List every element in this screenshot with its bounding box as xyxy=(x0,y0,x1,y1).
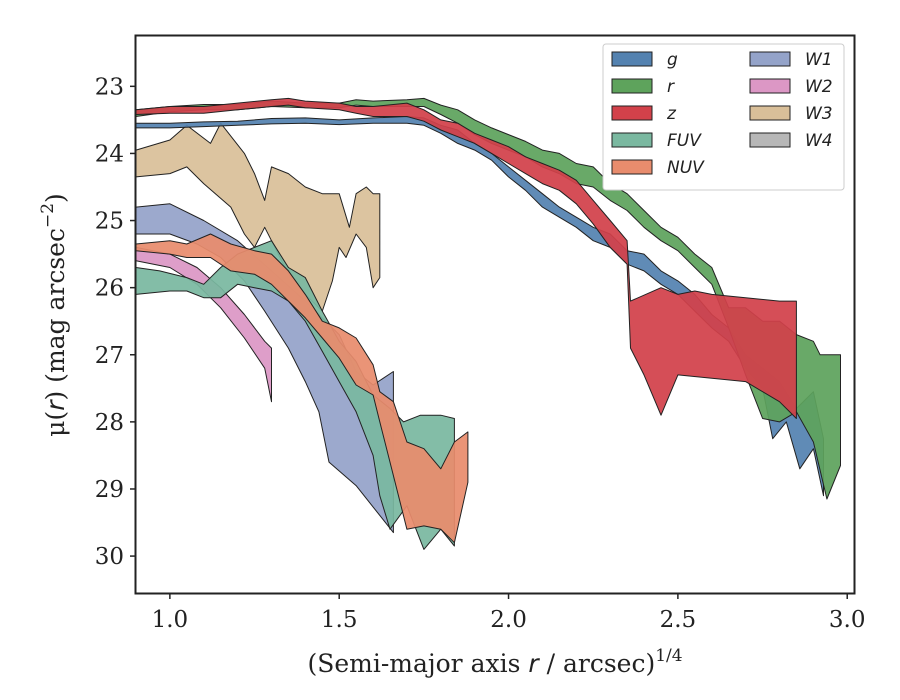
x-tick-label: 2.5 xyxy=(660,607,697,633)
y-axis-label: μ(r) (mag arcsec−2) xyxy=(38,193,70,437)
band-z xyxy=(135,97,797,419)
legend-label-w1: W1 xyxy=(805,50,833,70)
legend-label-g: g xyxy=(667,50,678,70)
y-tick-label: 28 xyxy=(95,410,124,436)
legend-swatch-g xyxy=(611,51,653,67)
legend-label-nuv: NUV xyxy=(667,158,705,178)
legend-label-fuv: FUV xyxy=(667,131,702,151)
y-tick-label: 29 xyxy=(95,477,124,503)
series-bands xyxy=(135,97,841,550)
x-axis: 1.0 1.5 2.0 2.5 3.0 xyxy=(152,593,866,633)
legend-label-w3: W3 xyxy=(805,104,833,124)
y-tick-label: 23 xyxy=(95,74,124,100)
legend-swatch-w1 xyxy=(749,51,791,67)
legend-label-w4: W4 xyxy=(805,131,833,151)
x-tick-label: 2.0 xyxy=(490,607,527,633)
x-tick-label: 3.0 xyxy=(829,607,866,633)
band-r xyxy=(135,97,841,500)
plot-frame xyxy=(134,34,856,595)
band-w3 xyxy=(135,122,381,312)
x-tick-label: 1.5 xyxy=(321,607,358,633)
x-axis-label: (Semi-major axis r / arcsec)1/4 xyxy=(307,646,682,678)
legend-label-r: r xyxy=(667,77,675,97)
band-nuv xyxy=(135,233,469,544)
band-w2 xyxy=(135,246,272,403)
y-tick-label: 25 xyxy=(95,209,124,235)
legend-swatch-nuv xyxy=(611,159,653,175)
y-tick-label: 27 xyxy=(95,343,124,369)
legend-swatch-w4 xyxy=(749,132,791,148)
y-tick-label: 30 xyxy=(95,544,124,570)
y-axis: 23 24 25 26 27 28 29 30 xyxy=(95,74,136,570)
y-tick-label: 26 xyxy=(95,276,124,302)
legend: grz FUV NUV W1 W2 W3 W4 xyxy=(602,43,845,191)
legend-label-w2: W2 xyxy=(805,77,833,97)
y-tick-label: 24 xyxy=(95,141,124,167)
legend-swatch-r xyxy=(611,78,653,94)
legend-swatch-z xyxy=(611,105,653,121)
legend-label-z: z xyxy=(666,104,677,124)
legend-swatch-w2 xyxy=(749,78,791,94)
x-tick-label: 1.0 xyxy=(152,607,189,633)
legend-swatch-fuv xyxy=(611,132,653,148)
legend-swatch-w3 xyxy=(749,105,791,121)
